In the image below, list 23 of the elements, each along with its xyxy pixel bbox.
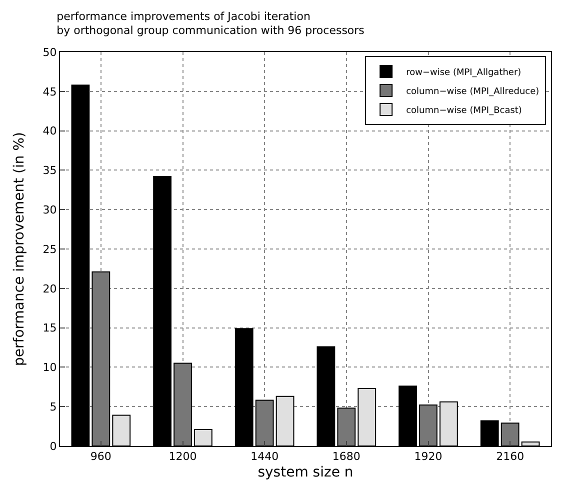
y-tick-label: 35 (42, 164, 57, 178)
x-tick-label: 1200 (168, 450, 197, 464)
x-tick-label: 1920 (414, 450, 442, 464)
y-axis-title: performance improvement (in %) (11, 132, 28, 366)
y-tick-label: 45 (42, 85, 57, 98)
y-tick-label: 25 (42, 242, 57, 256)
x-tick-label: 1680 (332, 450, 360, 464)
legend-label: row−wise (MPI_Allgather) (406, 68, 522, 78)
x-tick-label: 1440 (250, 450, 279, 464)
x-axis-title: system size n (258, 464, 354, 480)
y-tick-label: 10 (42, 361, 57, 374)
x-tick-label: 960 (90, 450, 112, 464)
y-tick-label: 5 (50, 400, 57, 414)
x-tick-label: 2160 (496, 450, 524, 464)
y-tick-label: 50 (42, 46, 57, 59)
y-tick-label: 20 (42, 282, 57, 296)
legend-label: column−wise (MPI_Bcast) (406, 106, 522, 116)
y-tick-label: 30 (42, 203, 57, 216)
y-tick-label: 0 (50, 440, 57, 453)
chart-title: performance improvements of Jacobi iteration by orthogonal group communication with 96 processors (56, 10, 365, 38)
y-tick-label: 40 (42, 124, 57, 138)
y-tick-label: 15 (42, 322, 57, 335)
legend-label: column−wise (MPI_Allreduce) (406, 86, 540, 97)
